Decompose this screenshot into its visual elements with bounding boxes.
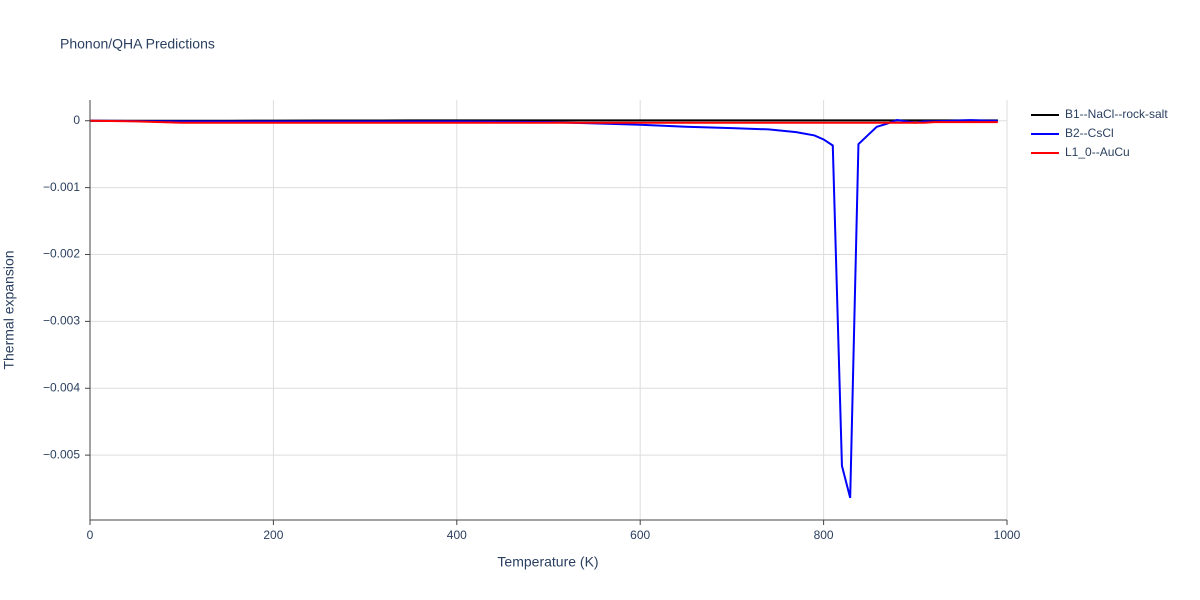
y-tick-label: −0.001 xyxy=(43,180,80,194)
legend-label: B1--NaCl--rock-salt xyxy=(1065,107,1168,121)
y-axis-label: Thermal expansion xyxy=(1,250,17,369)
legend-label: B2--CsCl xyxy=(1065,126,1114,140)
y-tick-label: −0.004 xyxy=(43,380,80,394)
y-tick-label: 0 xyxy=(73,113,80,127)
y-tick-label: −0.002 xyxy=(43,247,80,261)
legend-label: L1_0--AuCu xyxy=(1065,145,1130,159)
y-tick-label: −0.003 xyxy=(43,314,80,328)
x-tick-label: 200 xyxy=(263,528,283,542)
x-tick-label: 0 xyxy=(87,528,94,542)
x-tick-label: 600 xyxy=(630,528,650,542)
x-tick-label: 1000 xyxy=(994,528,1021,542)
y-tick-label: −0.005 xyxy=(43,447,80,461)
x-tick-label: 400 xyxy=(447,528,467,542)
x-axis-label: Temperature (K) xyxy=(497,554,598,570)
series-line xyxy=(89,119,998,499)
chart-title: Phonon/QHA Predictions xyxy=(60,36,215,52)
series-line xyxy=(89,119,998,124)
x-tick-label: 800 xyxy=(814,528,834,542)
